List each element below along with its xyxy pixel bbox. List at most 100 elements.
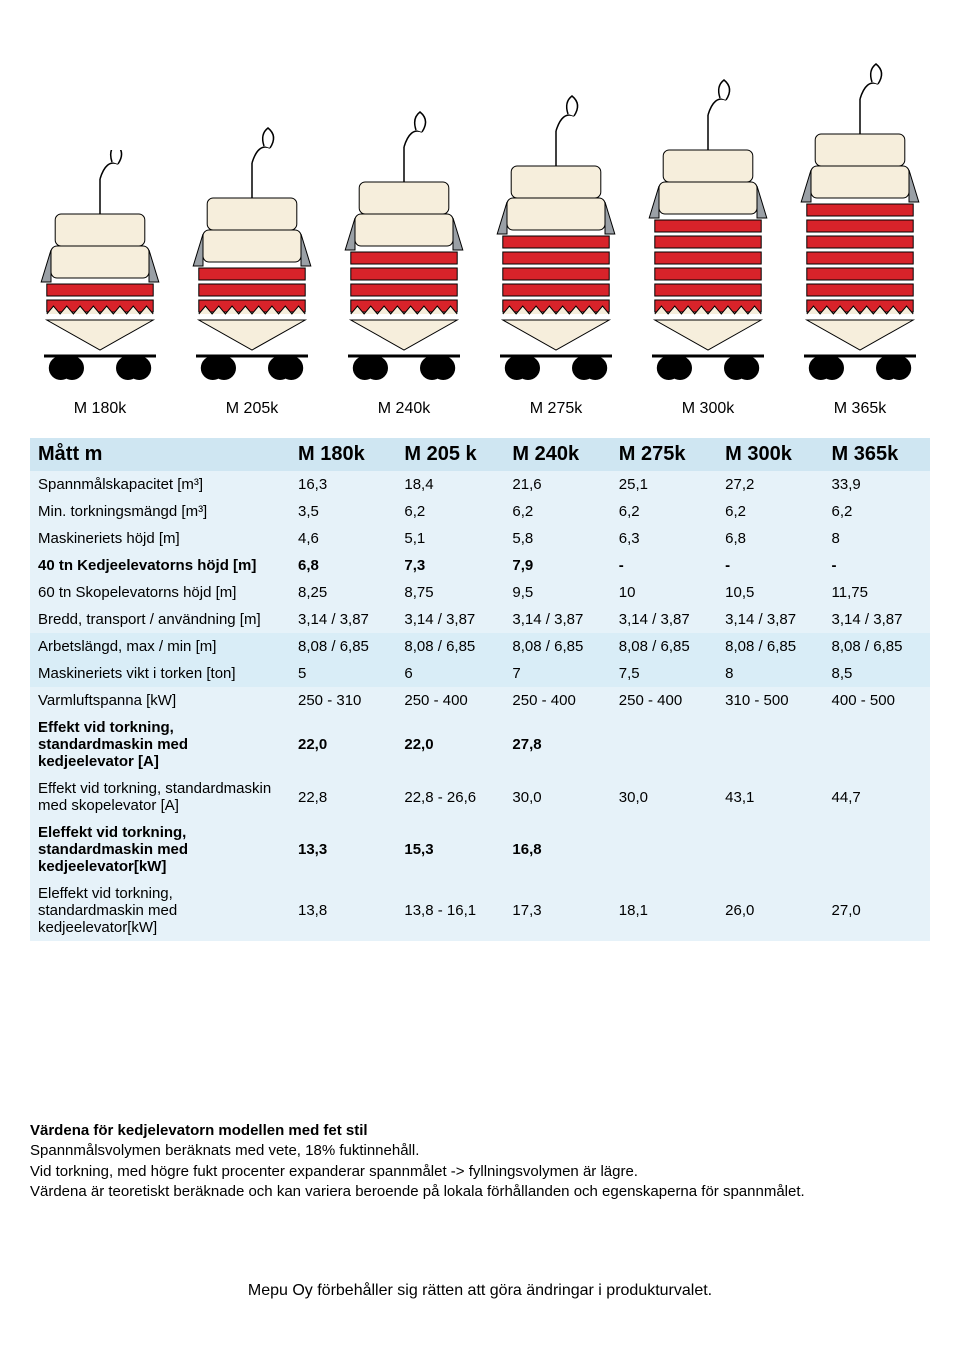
row-value: - <box>611 552 717 579</box>
row-value: 22,8 - 26,6 <box>396 775 504 819</box>
table-header-label: Mått m <box>30 438 290 471</box>
row-label: Maskineriets höjd [m] <box>30 525 290 552</box>
row-value: 310 - 500 <box>717 687 823 714</box>
row-label: 60 tn Skopelevatorns höjd [m] <box>30 579 290 606</box>
row-label: Effekt vid torkning, standardmaskin med … <box>30 775 290 819</box>
row-value: 6 <box>396 660 504 687</box>
row-value: 7,9 <box>504 552 610 579</box>
row-value: 33,9 <box>824 471 930 498</box>
row-value: 17,3 <box>504 880 610 941</box>
table-row: Varmluftspanna [kW]250 - 310250 - 400250… <box>30 687 930 714</box>
row-value: 5,8 <box>504 525 610 552</box>
row-label: Maskineriets vikt i torken [ton] <box>30 660 290 687</box>
row-value: 6,2 <box>717 498 823 525</box>
row-value: 7,5 <box>611 660 717 687</box>
row-value: 3,14 / 3,87 <box>504 606 610 633</box>
row-value: 30,0 <box>611 775 717 819</box>
row-value: 8,08 / 6,85 <box>717 633 823 660</box>
row-value: 16,3 <box>290 471 396 498</box>
row-value: 13,3 <box>290 819 396 880</box>
notes-block: Värdena för kedjelevatorn modellen med f… <box>30 1121 930 1202</box>
notes-line-2: Spannmålsvolymen beräknats med vete, 18%… <box>30 1141 930 1161</box>
model-col: M 365k <box>790 20 930 418</box>
row-value: 27,0 <box>824 880 930 941</box>
row-value: 8,25 <box>290 579 396 606</box>
row-value: 3,14 / 3,87 <box>824 606 930 633</box>
notes-line-3: Vid torkning, med högre fukt procenter e… <box>30 1162 930 1182</box>
row-value: 8 <box>824 525 930 552</box>
row-value <box>717 819 823 880</box>
row-value <box>824 819 930 880</box>
models-illustration-row: M 180k M 205k M 240k M 275k M 300k M 365k <box>30 20 930 418</box>
row-value: 8,08 / 6,85 <box>824 633 930 660</box>
row-value: 250 - 400 <box>396 687 504 714</box>
row-value: 15,3 <box>396 819 504 880</box>
model-col: M 180k <box>30 150 170 418</box>
row-value: 6,8 <box>290 552 396 579</box>
spec-table-header-row: Mått mM 180kM 205 kM 240kM 275kM 300kM 3… <box>30 438 930 471</box>
row-value: 25,1 <box>611 471 717 498</box>
model-col: M 300k <box>638 50 778 418</box>
table-header-col: M 365k <box>824 438 930 471</box>
model-col: M 205k <box>182 120 322 418</box>
row-value: 8 <box>717 660 823 687</box>
row-value: 250 - 400 <box>611 687 717 714</box>
row-value: 8,08 / 6,85 <box>504 633 610 660</box>
row-value: 5,1 <box>396 525 504 552</box>
row-value: 43,1 <box>717 775 823 819</box>
row-label: Varmluftspanna [kW] <box>30 687 290 714</box>
row-value: 13,8 - 16,1 <box>396 880 504 941</box>
row-value: 3,14 / 3,87 <box>717 606 823 633</box>
table-row: Arbetslängd, max / min [m]8,08 / 6,858,0… <box>30 633 930 660</box>
row-value: 22,0 <box>290 714 396 775</box>
table-header-col: M 275k <box>611 438 717 471</box>
table-row: Eleffekt vid torkning, standardmaskin me… <box>30 819 930 880</box>
row-value: 27,2 <box>717 471 823 498</box>
row-value: 6,8 <box>717 525 823 552</box>
table-row: Effekt vid torkning, standardmaskin med … <box>30 775 930 819</box>
row-value: 250 - 400 <box>504 687 610 714</box>
row-value: 18,4 <box>396 471 504 498</box>
row-value: 6,2 <box>396 498 504 525</box>
table-row: Eleffekt vid torkning, standardmaskin me… <box>30 880 930 941</box>
row-value <box>824 714 930 775</box>
row-value: 7,3 <box>396 552 504 579</box>
row-value: 3,14 / 3,87 <box>611 606 717 633</box>
row-value <box>611 714 717 775</box>
footer-line: Mepu Oy förbehåller sig rätten att göra … <box>30 1282 930 1300</box>
row-value <box>611 819 717 880</box>
row-value: 26,0 <box>717 880 823 941</box>
row-value: 30,0 <box>504 775 610 819</box>
model-col: M 275k <box>486 70 626 418</box>
table-row: Maskineriets höjd [m]4,65,15,86,36,88 <box>30 525 930 552</box>
model-label: M 365k <box>834 400 886 418</box>
model-label: M 300k <box>682 400 734 418</box>
table-row: Bredd, transport / användning [m] 3,14 / … <box>30 606 930 633</box>
row-value: 250 - 310 <box>290 687 396 714</box>
model-label: M 180k <box>74 400 126 418</box>
row-label: Bredd, transport / användning [m] <box>30 606 290 633</box>
row-label: 40 tn Kedjeelevatorns höjd [m] <box>30 552 290 579</box>
row-value: 21,6 <box>504 471 610 498</box>
model-label: M 240k <box>378 400 430 418</box>
row-value: 9,5 <box>504 579 610 606</box>
table-header-col: M 300k <box>717 438 823 471</box>
notes-line-1: Värdena för kedjelevatorn modellen med f… <box>30 1121 930 1141</box>
row-value: 6,2 <box>611 498 717 525</box>
row-value: 6,3 <box>611 525 717 552</box>
row-value: 8,75 <box>396 579 504 606</box>
row-value: 3,5 <box>290 498 396 525</box>
table-row: 40 tn Kedjeelevatorns höjd [m]6,87,37,9-… <box>30 552 930 579</box>
spec-table: Mått mM 180kM 205 kM 240kM 275kM 300kM 3… <box>30 438 930 941</box>
row-value: 400 - 500 <box>824 687 930 714</box>
row-value: 44,7 <box>824 775 930 819</box>
spec-table-body: Spannmålskapacitet [m³]16,318,421,625,12… <box>30 471 930 941</box>
row-value: 16,8 <box>504 819 610 880</box>
table-row: Spannmålskapacitet [m³]16,318,421,625,12… <box>30 471 930 498</box>
row-value: - <box>717 552 823 579</box>
table-header-col: M 240k <box>504 438 610 471</box>
row-value <box>717 714 823 775</box>
row-value: 10 <box>611 579 717 606</box>
table-row: 60 tn Skopelevatorns höjd [m]8,258,759,5… <box>30 579 930 606</box>
row-value: 5 <box>290 660 396 687</box>
